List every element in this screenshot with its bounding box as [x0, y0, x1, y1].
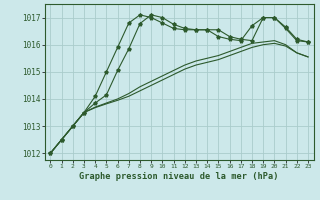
X-axis label: Graphe pression niveau de la mer (hPa): Graphe pression niveau de la mer (hPa) [79, 172, 279, 181]
